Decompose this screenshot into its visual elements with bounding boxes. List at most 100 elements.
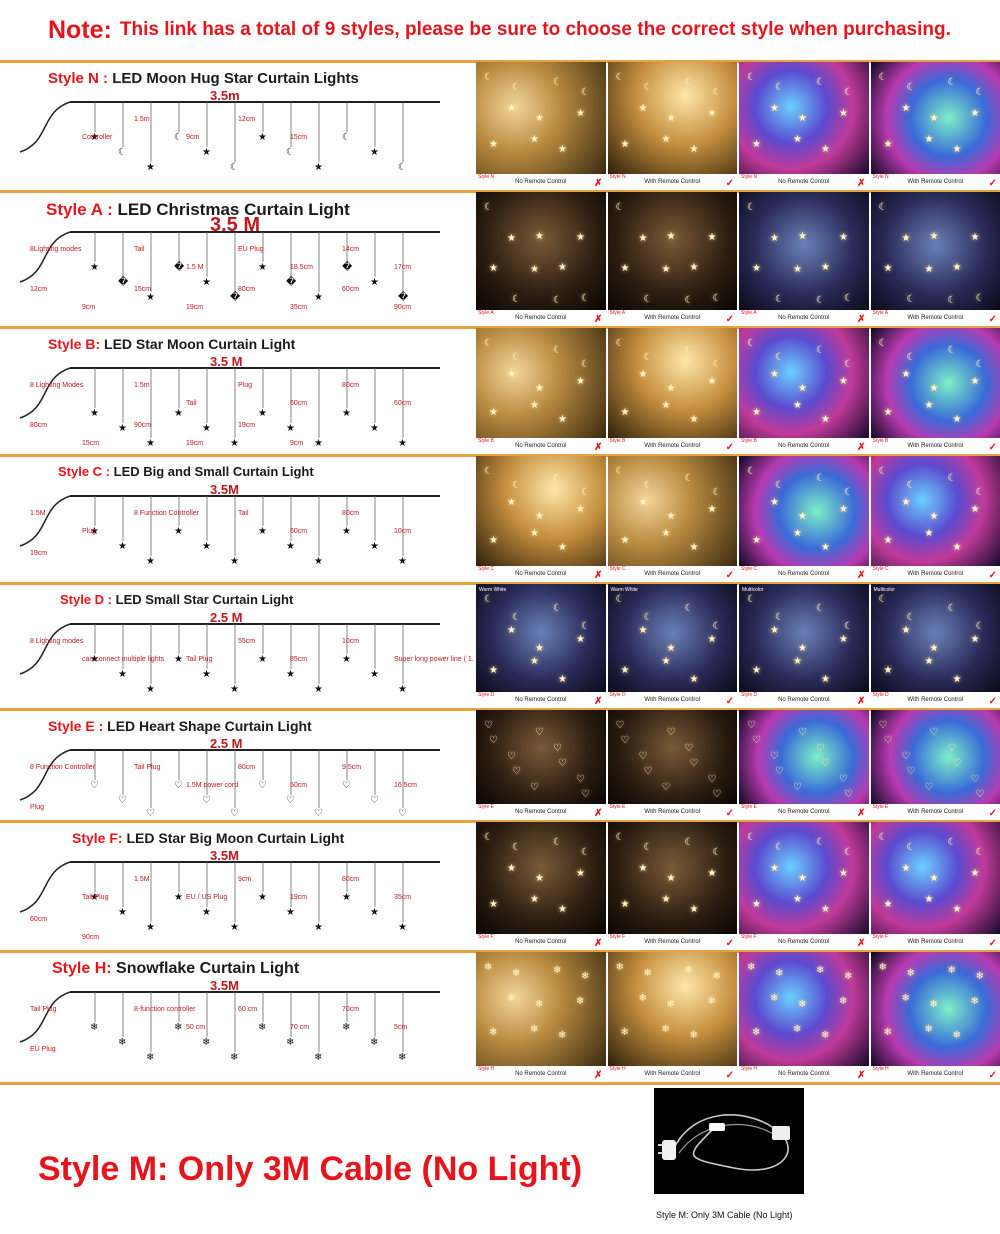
photo-style-tag: Style A [609,310,626,316]
light-ornament-icon: ★ [798,113,807,124]
ornament-icon: ★ [286,669,295,680]
light-ornament-icon: ★ [507,863,516,874]
cross-icon: ✗ [857,442,866,453]
style-title: Style B: LED Star Moon Curtain Light [48,336,295,352]
ornament-icon: ★ [370,423,379,434]
light-ornament-icon: ★ [707,504,717,515]
light-ornament-icon: ★ [661,400,671,411]
light-ornament-icon: ♡ [507,751,516,762]
style-name: LED Heart Shape Curtain Light [107,718,312,734]
light-ornament-icon: ★ [689,414,699,425]
ornament-icon: ★ [146,556,155,567]
light-ornament-icon: ★ [752,535,761,546]
light-ornament-icon: ❄ [661,1024,670,1035]
light-ornament-icon: ★ [929,383,939,394]
light-ornament-icon: ★ [798,231,807,242]
remote-control-label: No Remote Control [515,809,567,815]
light-ornament-icon: ☾ [816,473,825,484]
photo-image: ☾ ★ ★ ☾ ★ ★ ☾ ★ ★ ☾ [607,62,737,174]
light-ornament-icon: ♡ [775,766,784,777]
style-name: LED Christmas Curtain Light [117,200,350,219]
product-photo: ☾ ★ ★ ☾ ★ ★ ☾ ★ ★ ☾ Style B No Remote Control ✗ [476,328,606,454]
dimension-label: 14cm [342,246,360,253]
light-ornament-icon: ♡ [770,751,779,762]
cross-icon: ✗ [594,1070,603,1081]
photo-image: ☾ ★ ★ ☾ ★ ★ ☾ ★ ★ ☾ [870,822,1000,934]
ornament-icon: ★ [286,907,295,918]
product-photo: ☾ ★ ★ ☾ ★ ★ ☾ ★ ★ ☾ Style F With Remote Control ✓ [607,822,737,950]
light-ornament-icon: ☾ [878,202,888,213]
ornament-icon: ★ [202,277,211,288]
light-ornament-icon: ☾ [947,837,957,848]
power-cord [19,623,71,675]
light-ornament-icon: ❄ [770,993,779,1004]
product-photo: ☾ ★ ★ ☾ ★ ★ ☾ ★ ★ ☾ Style N With Remote Control ✓ [607,62,737,190]
light-ornament-icon: ★ [689,144,699,155]
photo-grid: ☾ ★ ★ ☾ ★ ★ ☾ ★ ★ ☾ Style A No Remote Control ✗ ☾ ★ ★ ☾ ★… [476,192,1000,326]
light-ornament-icon: ★ [576,232,585,243]
light-ornament-icon: ☾ [615,72,625,83]
ornament-icon: ★ [398,922,407,933]
light-ornament-icon: ☾ [747,72,756,83]
curtain-schematic: ★ ★ ★ ★ ★ ★ ★ ★ ★ ★ ★ ★ [19,495,440,567]
photo-corner-label: Multicolor [873,587,895,593]
ornament-icon: ♡ [90,780,99,791]
remote-control-label: No Remote Control [515,443,567,449]
light-ornament-icon: ♡ [906,766,916,777]
dimension-label: 80cm [342,876,360,883]
product-photo: ☾ ★ ★ ☾ ★ ★ ☾ ★ ★ ☾ Style F With Remote Control ✓ [870,822,1000,950]
cable-photo [654,1088,804,1194]
light-ornament-icon: ☾ [947,295,957,306]
light-ornament-icon: ♡ [535,727,544,738]
light-ornament-icon: ★ [489,899,498,910]
product-photo: ☾ ★ ★ ☾ ★ ★ ☾ ★ ★ ☾ Style B No Remote Control ✗ [739,328,869,454]
light-ornament-icon: ★ [535,873,544,884]
light-ornament-icon: ★ [793,656,802,667]
light-ornament-icon: ★ [530,656,539,667]
light-ornament-icon: ☾ [615,594,625,605]
style-name: LED Moon Hug Star Curtain Lights [112,70,359,87]
photo-caption: Style D With Remote Control ✓ [607,692,737,708]
ornament-icon: ★ [230,438,239,449]
light-ornament-icon: ★ [752,665,761,676]
check-icon: ✓ [725,696,734,707]
light-ornament-icon: ★ [535,643,544,654]
light-ornament-icon: ★ [839,108,848,119]
light-ornament-icon: ☾ [775,842,784,853]
dimension-label: 9cm [290,440,304,447]
product-photo: ☾ ★ ★ ☾ ★ ★ ☾ ★ ★ ☾ Style C No Remote Control ✗ [476,456,606,582]
photo-style-tag: Style B [872,438,889,444]
light-ornament-icon: ★ [689,542,699,553]
cross-icon: ✗ [857,696,866,707]
light-ornament-icon: ☾ [553,837,562,848]
light-ornament-icon: ☾ [947,77,957,88]
photo-style-tag: Style A [872,310,889,316]
product-photo: ☾ ★ ★ ☾ ★ ★ ☾ ★ ★ ☾ Style A With Remote Control ✓ [870,192,1000,326]
light-ornament-icon: ★ [970,232,980,243]
row-divider [0,190,1000,193]
photo-image: ❄ ❄ ❄ ❄ ❄ ❄ ❄ ❄ ❄ ❄ [739,952,869,1066]
light-ornament-icon: ❄ [821,1030,830,1041]
dimension-label: 90cm [394,304,412,311]
photo-grid: ☾ ★ ★ ☾ ★ ★ ☾ ★ ★ ☾ Style N No Remote Control ✗ ☾ ★ ★ ☾ ★… [476,62,1000,190]
ornament-icon: ★ [342,892,351,903]
ornament-icon: ♡ [174,780,183,791]
light-ornament-icon: ☾ [512,480,521,491]
ornament-icon: ★ [90,526,99,537]
photo-image: ☾ ★ ★ ☾ ★ ★ ☾ ★ ★ ☾ [739,192,869,310]
light-ornament-icon: ★ [638,863,648,874]
dimension-label: Tail Plug [134,764,161,771]
photo-caption: Style B With Remote Control ✓ [870,438,1000,454]
style-row: Style E : LED Heart Shape Curtain Light ♡… [0,710,1000,820]
light-ornament-icon: ☾ [775,612,784,623]
remote-control-label: With Remote Control [907,1071,964,1077]
light-ornament-icon: ☾ [512,352,521,363]
light-ornament-icon: ❄ [512,968,521,979]
photo-image: ♡ ♡ ♡ ♡ ♡ ♡ ♡ ♡ ♡ ♡ [739,710,869,804]
photo-style-tag: Style C [741,566,758,572]
light-ornament-icon: ★ [576,504,585,515]
light-ornament-icon: ❄ [489,1027,498,1038]
photo-caption: Style C With Remote Control ✓ [870,566,1000,582]
product-photo: ☾ ★ ★ ☾ ★ ★ ☾ ★ ★ ☾ Style B With Remote Control ✓ [870,328,1000,454]
check-icon: ✓ [988,696,997,707]
